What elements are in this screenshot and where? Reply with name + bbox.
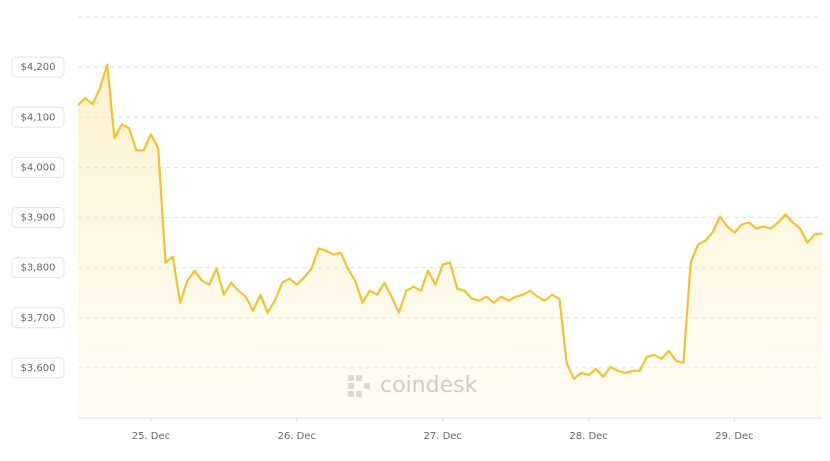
y-tick-box — [11, 156, 65, 178]
y-tick-box — [11, 207, 65, 228]
x-tick-label: 26. Dec — [278, 431, 316, 442]
x-tick-label: 25. Dec — [132, 431, 170, 442]
y-tick-box — [11, 56, 65, 78]
y-tick-box — [11, 106, 65, 128]
y-tick-label: $3,700 — [21, 313, 56, 324]
price-line — [77, 63, 823, 380]
y-tick-label: $3,800 — [21, 263, 56, 274]
y-tick-label: $4,200 — [21, 62, 56, 73]
y-tick-box — [11, 257, 65, 279]
area-fill — [78, 64, 822, 418]
y-tick-label: $4,000 — [21, 162, 56, 173]
y-tick-label: $4,100 — [21, 112, 56, 123]
y-tick-box — [11, 307, 65, 329]
y-tick-label: $3,900 — [21, 213, 56, 224]
x-tick-label: 27. Dec — [423, 431, 461, 442]
x-tick-label: 28. Dec — [569, 431, 607, 442]
y-tick-box — [11, 357, 65, 379]
x-tick-label: 29. Dec — [715, 431, 753, 442]
y-tick-label: $3,600 — [21, 363, 56, 374]
